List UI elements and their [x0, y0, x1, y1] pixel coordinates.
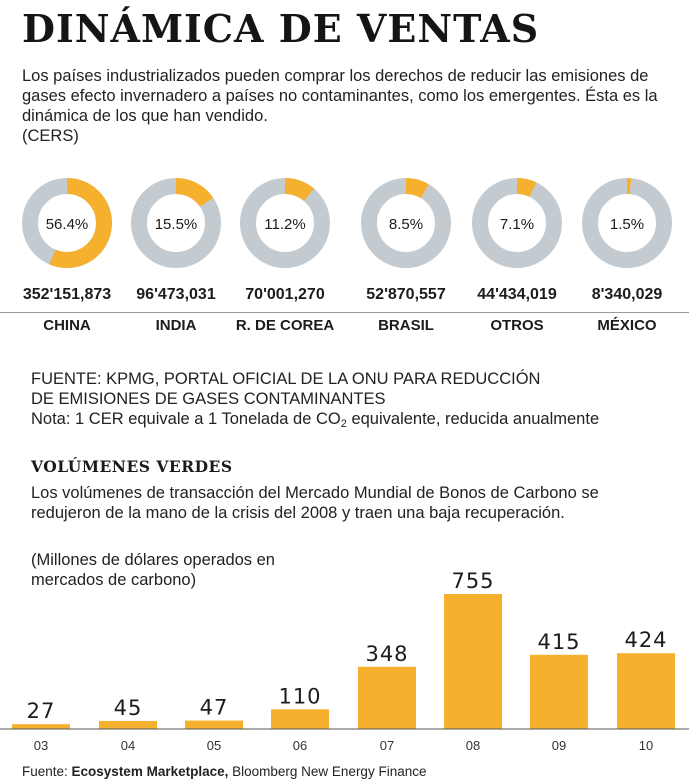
country-label: BRASIL [378, 317, 434, 334]
cers-value-label: 44'434,019 [477, 286, 557, 303]
donut-4: 8.5% 52'870,557 BRASIL [361, 178, 451, 334]
source-line-2: DE EMISIONES DE GASES CONTAMINANTES [31, 390, 386, 408]
percent-label: 8.5% [389, 216, 423, 233]
bar-value-label: 424 [624, 628, 667, 652]
donut-slice [240, 178, 330, 268]
donut-6: 1.5% 8'340,029 MÉXICO [582, 178, 672, 334]
percent-label: 56.4% [46, 216, 89, 233]
bar-value-label: 755 [451, 569, 494, 593]
bar-value-label: 110 [278, 684, 321, 708]
x-tick-label: 03 [34, 738, 48, 753]
percent-label: 7.1% [500, 216, 534, 233]
x-tick-label: 09 [552, 738, 566, 753]
bar-value-label: 47 [200, 696, 229, 720]
cers-value-label: 70'001,270 [245, 286, 325, 303]
percent-label: 1.5% [610, 216, 644, 233]
bar [185, 720, 243, 729]
note-text-start: Nota: 1 CER equivale a 1 Tonelada de CO [31, 410, 341, 428]
bar-value-label: 45 [114, 696, 143, 720]
x-tick-label: 08 [466, 738, 480, 753]
cers-value-label: 96'473,031 [136, 286, 216, 303]
bar [271, 709, 329, 729]
percent-label: 11.2% [264, 216, 305, 233]
footer-prefix: Fuente: [22, 764, 72, 779]
percent-label: 15.5% [155, 216, 198, 233]
intro-block: Los países industrializados pueden compr… [22, 66, 662, 146]
footer-source-bold: Ecosystem Marketplace, [71, 764, 229, 779]
country-label: MÉXICO [597, 317, 657, 334]
x-tick-label: 06 [293, 738, 307, 753]
bar [12, 724, 70, 729]
bar [530, 654, 588, 729]
cers-value-label: 352'151,873 [23, 286, 111, 303]
source-line-1: FUENTE: KPMG, PORTAL OFICIAL DE LA ONU P… [31, 370, 541, 388]
x-tick-label: 05 [207, 738, 221, 753]
x-tick-label: 07 [380, 738, 394, 753]
donut-slice [22, 178, 112, 268]
country-label: R. DE COREA [236, 317, 335, 334]
section-text: Los volúmenes de transacción del Mercado… [31, 484, 599, 522]
donut-slice [582, 178, 672, 268]
bar-value-label: 27 [27, 699, 56, 723]
note-line: Nota: 1 CER equivale a 1 Tonelada de CO2… [31, 409, 599, 434]
divider-line [0, 312, 689, 313]
donut-chart-group: 56.4% 352'151,873 CHINA 15.5% 96'473,031 INDI… [22, 178, 672, 334]
cers-value-label: 52'870,557 [366, 286, 446, 303]
country-label: INDIA [156, 317, 197, 334]
page-title: DINÁMICA DE VENTAS [22, 6, 540, 51]
donut-slice [131, 178, 221, 268]
country-label: CHINA [43, 317, 91, 334]
section-title: VOLÚMENES VERDES [31, 457, 233, 476]
cers-unit-label: (CERS) [22, 127, 79, 145]
donut-1: 56.4% 352'151,873 CHINA [22, 178, 112, 334]
bar-chart: 27 03 45 04 47 05 110 06 348 07 755 08 415 09 424 10 [0, 569, 689, 753]
bar [99, 720, 157, 729]
bar-value-label: 348 [365, 642, 408, 666]
note-text-end: equivalente, reducida anualmente [346, 410, 600, 428]
footer-source-rest: Bloomberg New Energy Finance [228, 764, 427, 779]
x-tick-label: 04 [121, 738, 135, 753]
cers-value-label: 8'340,029 [592, 286, 663, 303]
sources-block: FUENTE: KPMG, PORTAL OFICIAL DE LA ONU P… [31, 369, 599, 434]
intro-text: Los países industrializados pueden compr… [22, 67, 658, 125]
bar [617, 653, 675, 729]
bar-value-label: 415 [537, 630, 580, 654]
bar [358, 666, 416, 729]
donut-2: 15.5% 96'473,031 INDIA [131, 178, 221, 334]
donut-slice [361, 178, 451, 268]
donut-3: 11.2% 70'001,270 R. DE COREA [236, 178, 335, 334]
note-subscript: 2 [340, 418, 347, 430]
donut-slice [472, 178, 562, 268]
x-tick-label: 10 [639, 738, 653, 753]
footer-source: Fuente: Ecosystem Marketplace, Bloomberg… [22, 764, 426, 779]
bar [444, 594, 502, 729]
donut-5: 7.1% 44'434,019 OTROS [472, 178, 562, 334]
bar-chart-unit: (Millones de dólares operados en mercado… [31, 551, 275, 589]
country-label: OTROS [490, 317, 543, 334]
